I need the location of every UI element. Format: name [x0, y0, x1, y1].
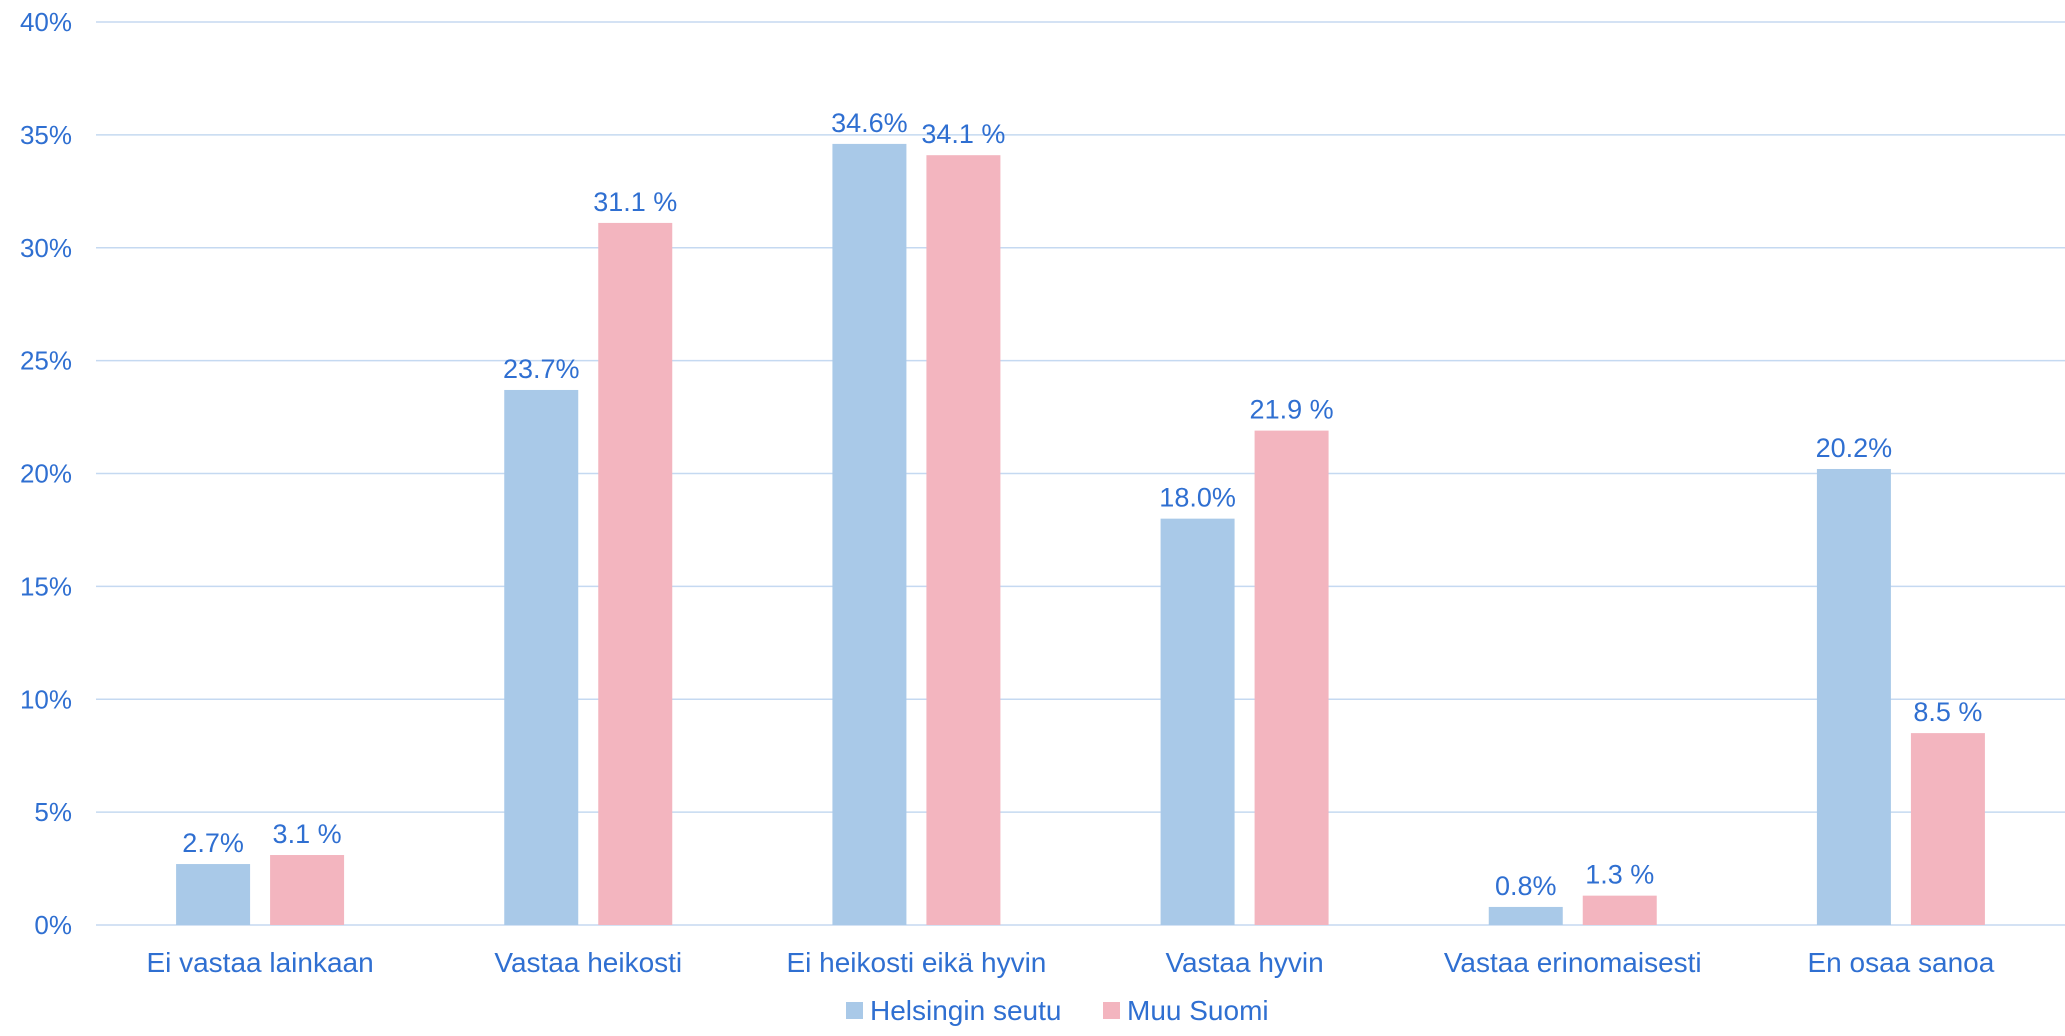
data-label: 31.1 %: [593, 187, 677, 217]
legend-label: Muu Suomi: [1127, 995, 1269, 1026]
data-label: 20.2%: [1816, 433, 1893, 463]
bar: [270, 855, 345, 925]
x-tick-label: En osaa sanoa: [1808, 947, 1995, 978]
x-tick-label: Vastaa hyvin: [1165, 947, 1323, 978]
bar: [598, 222, 673, 926]
y-tick-label: 25%: [20, 346, 72, 376]
legend-label: Helsingin seutu: [870, 995, 1061, 1026]
y-tick-label: 0%: [34, 910, 72, 940]
bar: [1160, 518, 1235, 925]
x-tick-label: Vastaa heikosti: [494, 947, 682, 978]
data-label: 0.8%: [1495, 871, 1557, 901]
bars: [176, 143, 1985, 926]
bar: [1488, 906, 1563, 925]
data-label: 34.1 %: [921, 119, 1005, 149]
data-label: 2.7%: [182, 828, 244, 858]
bar: [832, 143, 907, 925]
legend: Helsingin seutu Muu Suomi: [846, 995, 1269, 1026]
x-tick-label: Ei vastaa lainkaan: [146, 947, 373, 978]
bar: [1254, 430, 1329, 925]
data-label: 23.7%: [503, 354, 580, 384]
y-axis: 0% 5% 10% 15% 20% 25% 30% 35% 40%: [20, 7, 72, 940]
x-tick-label: Vastaa erinomaisesti: [1444, 947, 1702, 978]
bar: [176, 864, 251, 925]
legend-swatch: [846, 1002, 863, 1019]
x-axis: Ei vastaa lainkaan Vastaa heikosti Ei heik…: [146, 947, 1994, 978]
data-label: 21.9 %: [1250, 395, 1334, 425]
bar: [926, 155, 1001, 925]
data-label: 1.3 %: [1585, 860, 1654, 890]
x-tick-label: Ei heikosti eikä hyvin: [786, 947, 1046, 978]
data-label: 8.5 %: [1913, 697, 1982, 727]
bar: [1582, 895, 1657, 925]
y-tick-label: 30%: [20, 233, 72, 263]
gridlines: [96, 21, 2065, 926]
y-tick-label: 10%: [20, 684, 72, 714]
y-tick-label: 20%: [20, 459, 72, 489]
y-tick-label: 5%: [34, 797, 72, 827]
data-labels: 2.7% 3.1 % 23.7% 31.1 % 34.6% 34.1 % 18.0% 21.9…: [182, 108, 1982, 901]
bar: [1816, 468, 1891, 925]
data-label: 18.0%: [1159, 483, 1236, 513]
bar: [504, 389, 579, 925]
y-tick-label: 40%: [20, 7, 72, 37]
bar: [1910, 733, 1985, 925]
data-label: 34.6%: [831, 108, 908, 138]
y-tick-label: 15%: [20, 571, 72, 601]
legend-swatch: [1103, 1002, 1120, 1019]
y-tick-label: 35%: [20, 120, 72, 150]
data-label: 3.1 %: [273, 819, 342, 849]
